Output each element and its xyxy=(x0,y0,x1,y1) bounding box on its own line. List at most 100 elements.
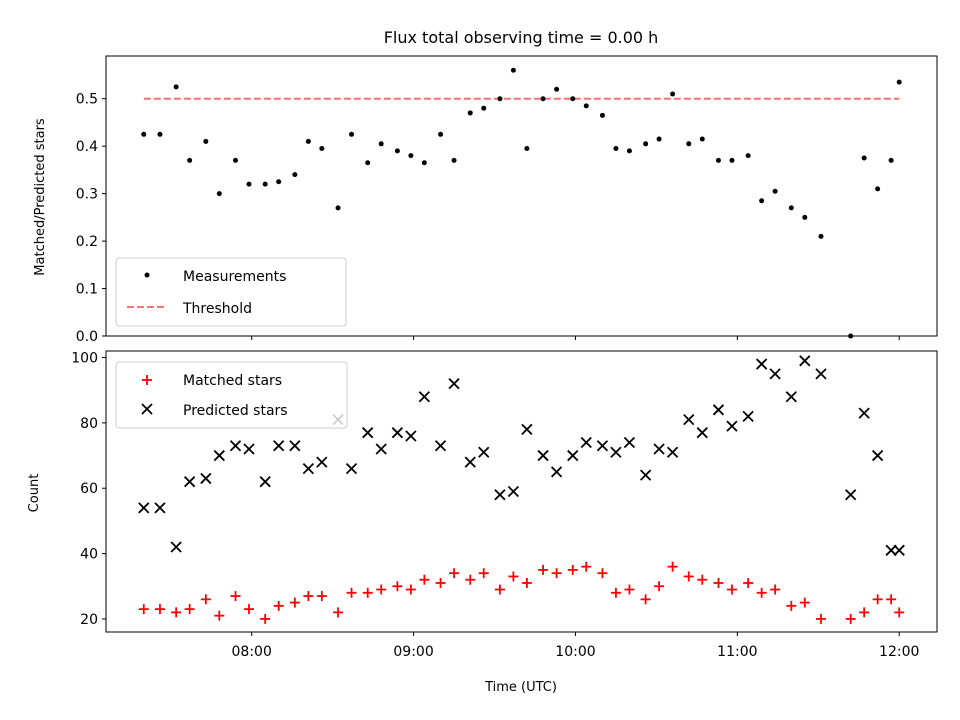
predicted-star-point xyxy=(154,502,166,514)
matched-star-point xyxy=(697,574,708,585)
predicted-star-point xyxy=(623,436,636,449)
predicted-star-point xyxy=(567,449,579,462)
measurement-point xyxy=(554,86,560,92)
matched-star-point xyxy=(799,597,810,608)
measurement-point xyxy=(233,157,239,163)
measurement-point xyxy=(408,153,414,159)
legend-matched-label: Matched stars xyxy=(183,373,282,389)
matched-star-point xyxy=(845,613,856,624)
bottom-legend-box xyxy=(115,361,348,429)
matched-star-point xyxy=(230,591,241,602)
matched-star-point xyxy=(756,587,767,598)
matched-star-point xyxy=(713,577,724,588)
predicted-star-point xyxy=(138,502,150,514)
predicted-star-point xyxy=(799,355,811,367)
measurement-point xyxy=(378,141,384,147)
matched-star-point xyxy=(667,561,678,572)
predicted-star-point xyxy=(507,485,520,498)
measurement-point xyxy=(626,148,632,154)
legend-predicted-marker xyxy=(141,403,153,415)
legend-measurements-marker xyxy=(144,272,150,278)
predicted-star-point xyxy=(391,427,404,439)
measurement-point xyxy=(896,79,902,85)
matched-star-point xyxy=(610,587,621,598)
predicted-star-point xyxy=(872,449,884,462)
matched-star-point xyxy=(289,597,300,608)
measurement-point xyxy=(349,131,355,137)
predicted-star-point xyxy=(893,544,905,556)
measurement-point xyxy=(451,157,457,163)
matched-star-point xyxy=(184,604,195,615)
matched-star-point xyxy=(521,577,532,588)
bottom-plot-frame xyxy=(105,350,938,633)
predicted-star-point xyxy=(229,440,242,452)
legend-matched-marker xyxy=(142,375,152,385)
predicted-star-point xyxy=(885,544,897,556)
matched-star-point xyxy=(243,604,254,615)
top-plot-frame xyxy=(105,55,938,337)
measurement-point xyxy=(759,198,765,204)
measurement-point xyxy=(599,112,605,118)
predicted-star-point xyxy=(845,489,857,501)
measurement-point xyxy=(818,233,824,239)
measurement-point xyxy=(365,160,371,166)
predicted-star-point xyxy=(273,440,285,452)
top-legend: Measurements Threshold xyxy=(115,257,347,327)
matched-star-point xyxy=(392,581,403,592)
predicted-star-point xyxy=(464,456,476,468)
matched-star-point xyxy=(815,613,826,624)
measurement-point xyxy=(613,146,619,152)
measurement-point xyxy=(276,179,282,185)
matched-star-point xyxy=(683,571,694,582)
predicted-star-point xyxy=(405,430,417,442)
predicted-star-point xyxy=(213,449,225,462)
measurement-point xyxy=(656,136,662,142)
x-tick-label: 08:00 xyxy=(232,644,272,660)
matched-star-point xyxy=(171,607,182,618)
matched-star-point xyxy=(872,594,883,605)
measurement-point xyxy=(686,141,692,147)
measurement-point xyxy=(729,157,735,163)
predicted-star-point xyxy=(375,443,387,455)
predicted-star-point xyxy=(316,456,328,468)
bottom-y-tick-label: 20 xyxy=(80,612,98,628)
measurement-point xyxy=(481,105,487,111)
measurement-point xyxy=(861,155,867,161)
bottom-y-tick-label: 100 xyxy=(71,351,98,367)
matched-star-point xyxy=(654,581,665,592)
matched-star-point xyxy=(200,594,211,605)
predicted-star-point xyxy=(769,368,781,380)
measurement-point xyxy=(540,96,546,102)
matched-star-point xyxy=(551,568,562,579)
measurement-point xyxy=(246,181,252,187)
matched-star-point xyxy=(597,568,608,579)
matched-star-point xyxy=(449,568,460,579)
top-plot-area: 0.0 0.1 0.2 0.3 0.4 0.5 xyxy=(76,67,902,345)
legend-measurements-label: Measurements xyxy=(183,269,286,285)
predicted-star-point xyxy=(362,427,374,439)
bottom-y-axis-label: Count xyxy=(27,474,42,513)
x-axis-label: Time (UTC) xyxy=(484,680,557,695)
predicted-star-point xyxy=(494,489,506,501)
measurement-point xyxy=(187,157,193,163)
measurement-point xyxy=(319,146,325,152)
x-tick-label: 12:00 xyxy=(879,644,919,660)
predicted-star-point xyxy=(726,420,738,432)
top-y-tick-label: 0.5 xyxy=(76,92,98,108)
measurement-point xyxy=(292,172,298,178)
x-tick-label: 10:00 xyxy=(555,644,595,660)
measurement-point xyxy=(875,186,881,192)
measurement-point xyxy=(570,96,576,102)
measurement-point xyxy=(643,141,649,147)
matched-star-point xyxy=(886,594,897,605)
matched-star-point xyxy=(786,600,797,611)
measurement-point xyxy=(262,181,268,187)
matched-star-point xyxy=(743,577,754,588)
matched-star-point xyxy=(154,604,165,615)
predicted-star-point xyxy=(184,476,196,488)
matched-star-point xyxy=(419,574,430,585)
predicted-star-point xyxy=(653,443,665,455)
matched-star-point xyxy=(465,574,476,585)
matched-star-point xyxy=(478,568,489,579)
measurement-point xyxy=(157,131,163,137)
